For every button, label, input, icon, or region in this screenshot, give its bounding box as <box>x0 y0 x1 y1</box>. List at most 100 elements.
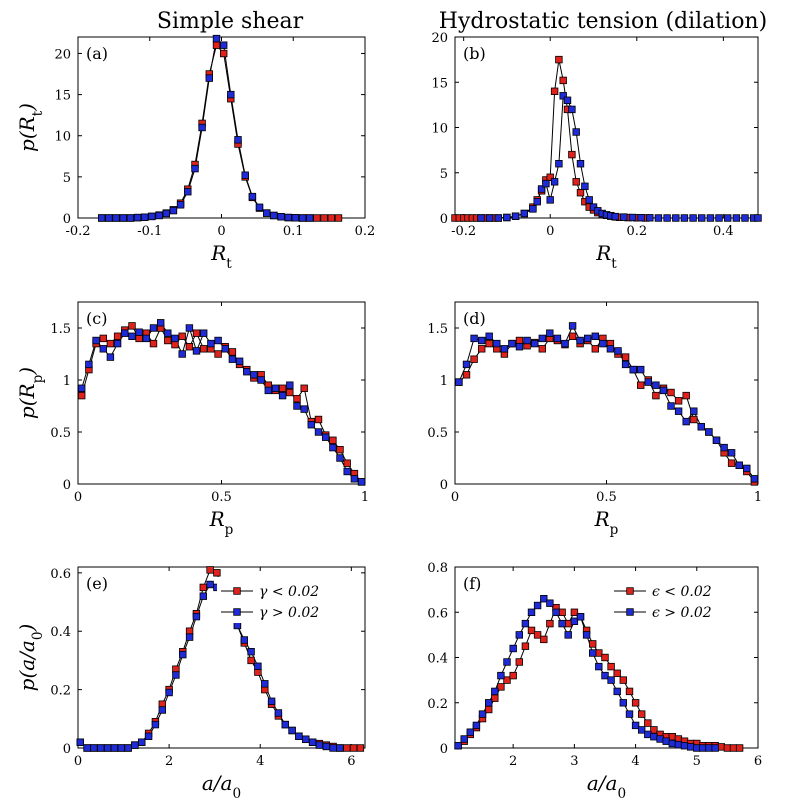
y-axis-label: p(a/a0) <box>15 624 46 692</box>
data-point-blue <box>659 386 668 395</box>
data-point-red <box>650 726 658 734</box>
data-point-blue <box>561 339 569 348</box>
axes-frame <box>77 301 366 485</box>
data-point-blue <box>550 178 559 186</box>
x-tick-label: 4 <box>631 754 639 769</box>
y-tick-label: 0 <box>440 742 448 757</box>
data-point-blue <box>563 96 572 104</box>
data-point-blue <box>257 376 265 384</box>
data-point-blue <box>302 735 310 743</box>
data-point-blue <box>241 171 249 179</box>
x-axis-label: Rp <box>594 507 619 538</box>
data-point-red <box>550 87 559 95</box>
legend-marker-red <box>233 587 241 595</box>
data-point-blue <box>595 662 603 671</box>
data-point-red <box>638 710 646 718</box>
data-point-red <box>192 329 201 337</box>
y-tick-label: 10 <box>431 122 448 137</box>
data-point-blue <box>78 384 86 392</box>
data-point-blue <box>176 201 185 209</box>
data-point-blue <box>699 744 707 752</box>
legend-marker-blue <box>233 608 241 616</box>
data-point-blue <box>165 688 173 697</box>
data-point-blue <box>227 90 235 99</box>
data-point-blue <box>680 742 689 750</box>
x-tick-label: 0.4 <box>713 224 734 239</box>
data-point-blue <box>727 449 736 457</box>
data-point-blue <box>572 128 580 136</box>
panel-e: 0 2 4 6 0 0.2 0.4 0.6 (e) a/a0 p(a/a0) γ < 0.02 γ > … <box>15 566 366 802</box>
data-point-red <box>729 744 738 752</box>
data-point-red <box>668 733 676 741</box>
data-point-blue <box>741 214 749 222</box>
data-point-blue <box>491 687 499 696</box>
data-point-blue <box>156 319 165 327</box>
data-point-blue <box>503 213 511 222</box>
data-point-blue <box>247 648 255 656</box>
data-point-blue <box>103 744 112 752</box>
data-point-red <box>199 345 208 353</box>
y-tick-label: 0.5 <box>50 426 71 441</box>
data-point-red <box>164 336 172 345</box>
y-tick-label: 0.4 <box>50 625 71 640</box>
series-line-red <box>458 335 755 483</box>
data-point-blue <box>144 732 153 740</box>
y-tick-label: 0.2 <box>50 684 71 699</box>
data-point-red <box>206 566 214 574</box>
x-axis-label: Rp <box>209 507 234 538</box>
data-point-red <box>178 332 186 340</box>
x-tick-label: 0 <box>74 490 82 505</box>
data-point-blue <box>214 336 222 345</box>
data-point-red <box>320 214 328 222</box>
data-point-red <box>625 687 634 696</box>
x-axis-label: Rt <box>210 241 232 272</box>
column-title-simple-shear: Simple shear <box>157 9 304 34</box>
data-point-blue <box>477 214 485 222</box>
data-point-blue <box>705 428 713 436</box>
data-point-red <box>228 348 237 356</box>
series-line-blue <box>458 324 755 480</box>
data-point-blue <box>295 732 303 740</box>
x-tick-label: 0.1 <box>283 224 304 239</box>
data-point-red <box>313 214 321 222</box>
data-point-blue <box>720 443 728 452</box>
data-point-blue <box>171 334 179 343</box>
data-point-blue <box>151 720 160 729</box>
data-point-red <box>546 173 554 181</box>
data-point-red <box>113 332 122 340</box>
data-point-blue <box>553 334 562 343</box>
data-point-blue <box>92 336 100 345</box>
data-point-red <box>503 676 511 684</box>
axes-frame <box>454 301 759 485</box>
data-point-blue <box>178 350 186 358</box>
data-point-blue <box>697 423 705 431</box>
data-point-blue <box>537 185 546 193</box>
panel-label-a: (a) <box>86 44 108 63</box>
data-point-blue <box>493 339 501 348</box>
data-point-red <box>491 694 499 702</box>
x-tick-label: -0.2 <box>65 224 90 239</box>
panel-label-f: (f) <box>463 574 481 593</box>
data-point-blue <box>243 367 251 376</box>
data-point-blue <box>298 214 307 222</box>
data-point-blue <box>568 105 576 114</box>
series-line-blue <box>481 94 758 219</box>
data-point-blue <box>668 739 676 748</box>
data-point-blue <box>83 744 91 752</box>
data-point-red <box>576 188 585 197</box>
x-tick-label: 1 <box>754 490 762 505</box>
data-point-red <box>595 649 603 657</box>
data-point-red <box>99 334 107 343</box>
data-point-red <box>613 669 621 677</box>
data-point-blue <box>455 378 463 386</box>
data-point-blue <box>628 213 637 222</box>
data-point-blue <box>179 650 187 659</box>
data-point-blue <box>581 182 589 190</box>
data-point-blue <box>315 741 324 749</box>
data-point-blue <box>576 159 585 168</box>
data-point-red <box>293 394 301 403</box>
data-point-blue <box>743 464 751 473</box>
data-point-red <box>219 49 228 58</box>
data-point-blue <box>589 649 597 657</box>
panel-label-e: (e) <box>86 574 108 593</box>
